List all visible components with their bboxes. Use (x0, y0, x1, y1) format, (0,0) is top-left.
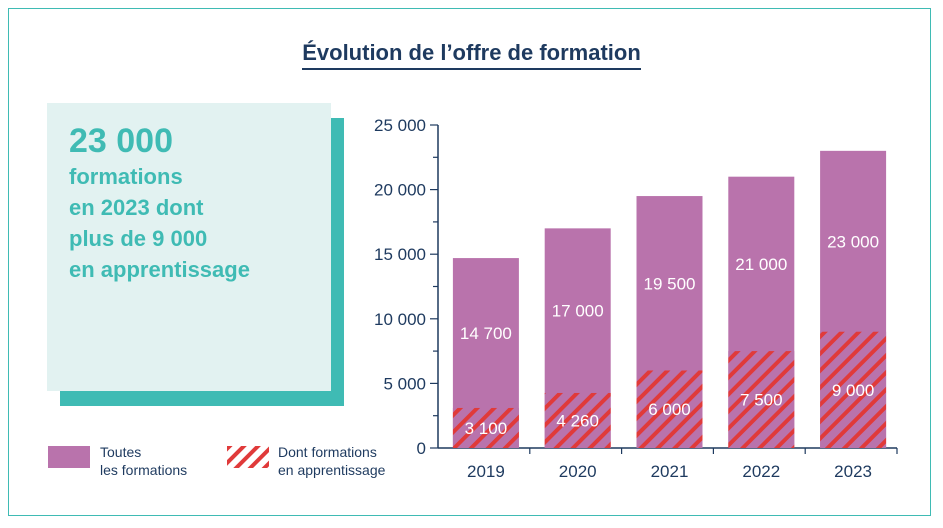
legend-label-all: Toutes les formations (100, 443, 187, 479)
kpi-line-1: formations (69, 164, 183, 189)
data-label-all-2023: 23 000 (827, 232, 879, 251)
x-tick-label-2023: 2023 (834, 462, 872, 481)
legend-swatch-all (48, 446, 90, 468)
legend-app-line2: en apprentissage (278, 462, 386, 478)
kpi-card: 23 000 formations en 2023 dont plus de 9… (47, 103, 331, 391)
y-tick-label: 5 000 (383, 374, 426, 393)
y-tick-label: 20 000 (374, 181, 426, 200)
legend-app-line1: Dont formations (278, 444, 377, 460)
kpi-value: 23 000 (69, 122, 173, 160)
data-label-apprentissage-2021: 6 000 (648, 400, 691, 419)
bar-apprentissage-2021 (636, 370, 703, 448)
kpi-line-4: en apprentissage (69, 257, 250, 282)
data-label-all-2021: 19 500 (644, 274, 696, 293)
bar-apprentissage-2022 (728, 351, 795, 448)
chart-title-text: Évolution de l’offre de formation (302, 40, 641, 70)
legend-label-apprentissage: Dont formations en apprentissage (278, 443, 385, 479)
legend-all-line1: Toutes (100, 444, 142, 460)
chart-title: Évolution de l’offre de formation (0, 40, 943, 70)
y-tick-label: 15 000 (374, 245, 426, 264)
bar-apprentissage-2020 (544, 392, 611, 448)
data-label-apprentissage-2020: 4 260 (556, 411, 599, 430)
legend-swatch-apprentissage (227, 446, 269, 468)
data-label-all-2022: 21 000 (735, 255, 787, 274)
y-tick-label: 0 (417, 439, 426, 458)
x-tick-label-2022: 2022 (742, 462, 780, 481)
data-label-all-2020: 17 000 (552, 302, 604, 321)
bar-apprentissage-2019 (452, 407, 519, 448)
y-tick-label: 25 000 (374, 116, 426, 135)
data-label-apprentissage-2023: 9 000 (832, 381, 875, 400)
kpi-line-3: plus de 9 000 (69, 226, 208, 251)
x-tick-label-2021: 2021 (651, 462, 689, 481)
data-label-all-2019: 14 700 (460, 324, 512, 343)
y-tick-label: 10 000 (374, 310, 426, 329)
bar-apprentissage-2023 (820, 331, 887, 448)
data-label-apprentissage-2022: 7 500 (740, 391, 783, 410)
data-label-apprentissage-2019: 3 100 (465, 419, 508, 438)
kpi-line-2: en 2023 dont (69, 195, 204, 220)
legend-all-line2: les formations (100, 462, 188, 478)
x-tick-label-2019: 2019 (467, 462, 505, 481)
x-tick-label-2020: 2020 (559, 462, 597, 481)
